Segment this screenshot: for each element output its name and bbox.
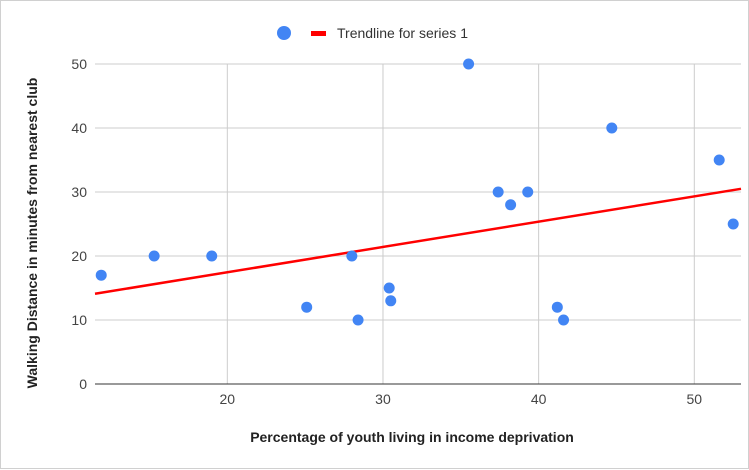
data-point	[505, 199, 517, 211]
x-tick-label: 30	[375, 391, 391, 407]
data-point	[606, 122, 618, 134]
x-tick-label: 20	[220, 391, 236, 407]
data-point	[522, 186, 534, 198]
x-tick-label: 40	[531, 391, 547, 407]
y-tick-label: 10	[71, 312, 87, 328]
data-points	[95, 58, 739, 326]
x-tick-label: 50	[687, 391, 703, 407]
data-point	[385, 295, 397, 307]
data-point	[558, 314, 570, 326]
y-tick-label: 0	[79, 376, 87, 392]
data-point	[206, 250, 218, 262]
data-point	[551, 301, 563, 313]
trendline-layer	[94, 187, 742, 295]
data-point	[95, 269, 107, 281]
data-point	[346, 250, 358, 262]
legend: Trendline for series 1	[277, 25, 468, 41]
legend-label-trendline: Trendline for series 1	[337, 25, 468, 41]
data-point	[713, 154, 725, 166]
legend-marker-series-1	[277, 26, 291, 40]
trendline	[94, 187, 742, 295]
data-point	[463, 58, 475, 70]
data-point	[492, 186, 504, 198]
y-tick-label: 40	[71, 120, 87, 136]
data-point	[301, 301, 313, 313]
data-point	[383, 282, 395, 294]
y-tick-label: 50	[71, 56, 87, 72]
x-axis-tick-labels: 20 30 40 50	[220, 391, 703, 407]
data-point	[352, 314, 364, 326]
gridlines	[95, 63, 741, 384]
data-point	[148, 250, 160, 262]
legend-marker-trendline	[311, 31, 326, 36]
x-axis-title: Percentage of youth living in income dep…	[250, 429, 574, 445]
y-axis-title: Walking Distance in minutes from nearest…	[24, 78, 40, 389]
y-axis-tick-labels: 0 10 20 30 40 50	[71, 56, 87, 392]
y-tick-label: 30	[71, 184, 87, 200]
data-point	[727, 218, 739, 230]
y-tick-label: 20	[71, 248, 87, 264]
